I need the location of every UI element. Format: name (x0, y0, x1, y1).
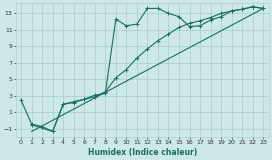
X-axis label: Humidex (Indice chaleur): Humidex (Indice chaleur) (88, 148, 197, 156)
